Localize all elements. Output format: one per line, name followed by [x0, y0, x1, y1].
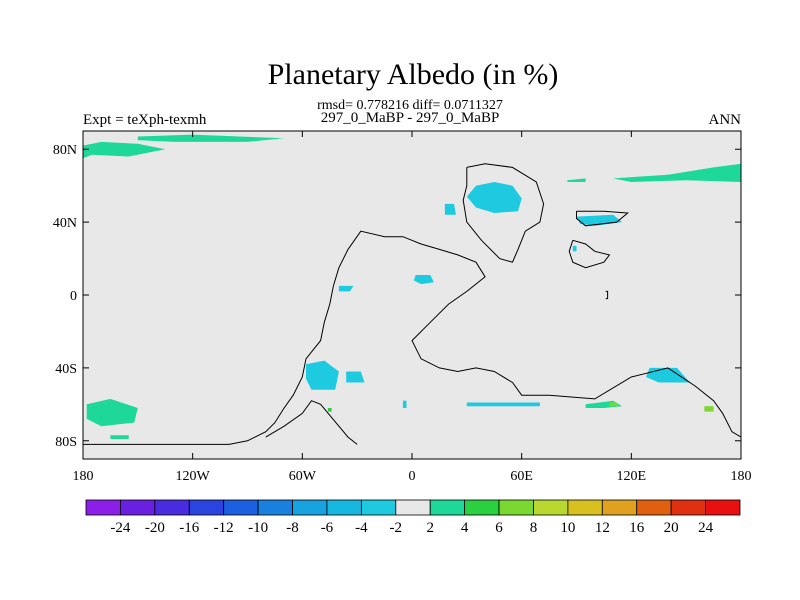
- x-axis: 180 120W 60W 0 60E 120E 180: [73, 131, 752, 484]
- colorbar-swatch: [257, 499, 293, 516]
- colorbar-swatch: [223, 499, 259, 516]
- colorbar-swatch: [120, 499, 156, 516]
- y-tick-label: 80N: [53, 143, 77, 158]
- colorbar-label: 8: [530, 520, 538, 536]
- coastline-pangea-west: [83, 230, 741, 445]
- coastline-east-thin: [605, 290, 609, 300]
- colorbar-label: -12: [214, 520, 234, 536]
- anomaly-south-dot: [402, 400, 407, 408]
- colorbar-label: 6: [495, 520, 503, 536]
- colorbar-swatch: [670, 499, 706, 516]
- x-tick-label: 60W: [289, 469, 317, 484]
- anomaly-tropic-1: [413, 275, 434, 285]
- colorbar-swatch: [567, 499, 603, 516]
- chart-right-label: ANN: [709, 112, 742, 128]
- anomaly-arctic-west: [83, 141, 166, 159]
- colorbar-label: -2: [390, 520, 403, 536]
- colorbar-swatch: [85, 499, 121, 516]
- anomaly-southern-2: [346, 371, 365, 383]
- coastline-east-block: [568, 239, 611, 269]
- colorbar-swatch: [395, 499, 431, 516]
- colorbar-swatch: [360, 499, 397, 516]
- anomaly-south-green-dot: [327, 408, 332, 412]
- x-tick-label: 180: [731, 469, 752, 484]
- anomaly-antarctic-west: [86, 398, 138, 427]
- y-tick-label: 40N: [53, 216, 77, 231]
- colorbar-label: -4: [355, 520, 368, 536]
- anomaly-southern-3: [646, 367, 690, 383]
- colorbar-label: -16: [179, 520, 199, 536]
- colorbar-swatch: [498, 499, 534, 516]
- anomaly-layer: [83, 134, 741, 439]
- colorbar-label: 2: [426, 520, 434, 536]
- colorbar-swatch: [188, 499, 225, 516]
- chart-subtitle: 297_0_MaBP - 297_0_MaBP: [321, 110, 500, 126]
- colorbar-label: 24: [698, 520, 714, 536]
- x-tick-label: 60E: [510, 469, 533, 484]
- anomaly-southern-1: [306, 360, 339, 390]
- colorbar-label: 20: [664, 520, 679, 536]
- colorbar-label: -6: [321, 520, 334, 536]
- anomaly-north-small: [444, 203, 456, 215]
- colorbar-label: -24: [110, 520, 130, 536]
- anomaly-south-green-east: [704, 406, 714, 412]
- chart-stats: rmsd= 0.778216 diff= 0.0711327: [317, 98, 503, 113]
- colorbar-label: 10: [560, 520, 575, 536]
- colorbar-swatch: [601, 499, 638, 516]
- chart-title: Planetary Albedo (in %): [268, 58, 559, 91]
- anomaly-south-green-core: [609, 402, 619, 407]
- x-tick-label: 120E: [617, 469, 647, 484]
- x-tick-label: 120W: [176, 469, 211, 484]
- anomaly-antarctic-strip: [110, 435, 129, 439]
- y-tick-label: 0: [70, 289, 77, 304]
- anomaly-south-strip: [466, 402, 540, 407]
- colorbar-swatch: [326, 499, 362, 516]
- anomaly-arctic-east-strip: [567, 178, 586, 182]
- anomaly-arctic-central: [137, 134, 285, 142]
- chart-left-label: Expt = teXph-texmh: [83, 112, 207, 128]
- colorbar-label: -8: [286, 520, 299, 536]
- colorbar-label: 12: [595, 520, 610, 536]
- colorbar-swatch: [464, 499, 500, 516]
- colorbar-swatch: [705, 499, 741, 516]
- anomaly-arctic-east: [613, 163, 741, 182]
- colorbar-swatch: [429, 499, 466, 516]
- y-tick-label: 80S: [55, 435, 77, 450]
- colorbar: -24 -20 -16 -12 -10 -8 -6 -4 -2 2 4 6 8 10 12 16 20 24: [85, 499, 741, 536]
- x-tick-label: 180: [73, 469, 94, 484]
- y-tick-label: 40S: [55, 362, 77, 377]
- coastline-tethys-north: [462, 163, 545, 263]
- y-axis: 80N 40N 0 40S 80S: [53, 143, 741, 450]
- colorbar-label: -20: [145, 520, 165, 536]
- coastline-pangea-south-inner: [265, 400, 358, 445]
- colorbar-swatch: [533, 499, 569, 516]
- plot-background: [83, 131, 741, 459]
- colorbar-swatch: [292, 499, 328, 516]
- colorbar-swatch: [154, 499, 190, 516]
- anomaly-east-dot: [572, 245, 577, 252]
- colorbar-label: 4: [461, 520, 469, 536]
- anomaly-north-central: [466, 182, 522, 213]
- colorbar-label: -10: [248, 520, 268, 536]
- coastline-layer: [83, 163, 741, 445]
- colorbar-label: 16: [629, 520, 645, 536]
- colorbar-swatch: [636, 499, 672, 516]
- anomaly-tropic-2: [338, 285, 354, 292]
- coastline-east-tab: [576, 210, 629, 227]
- x-tick-label: 0: [409, 469, 416, 484]
